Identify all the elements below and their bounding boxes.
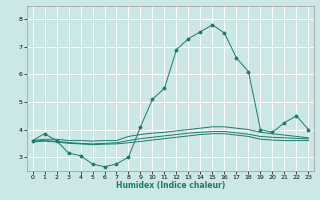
X-axis label: Humidex (Indice chaleur): Humidex (Indice chaleur) — [116, 181, 225, 190]
